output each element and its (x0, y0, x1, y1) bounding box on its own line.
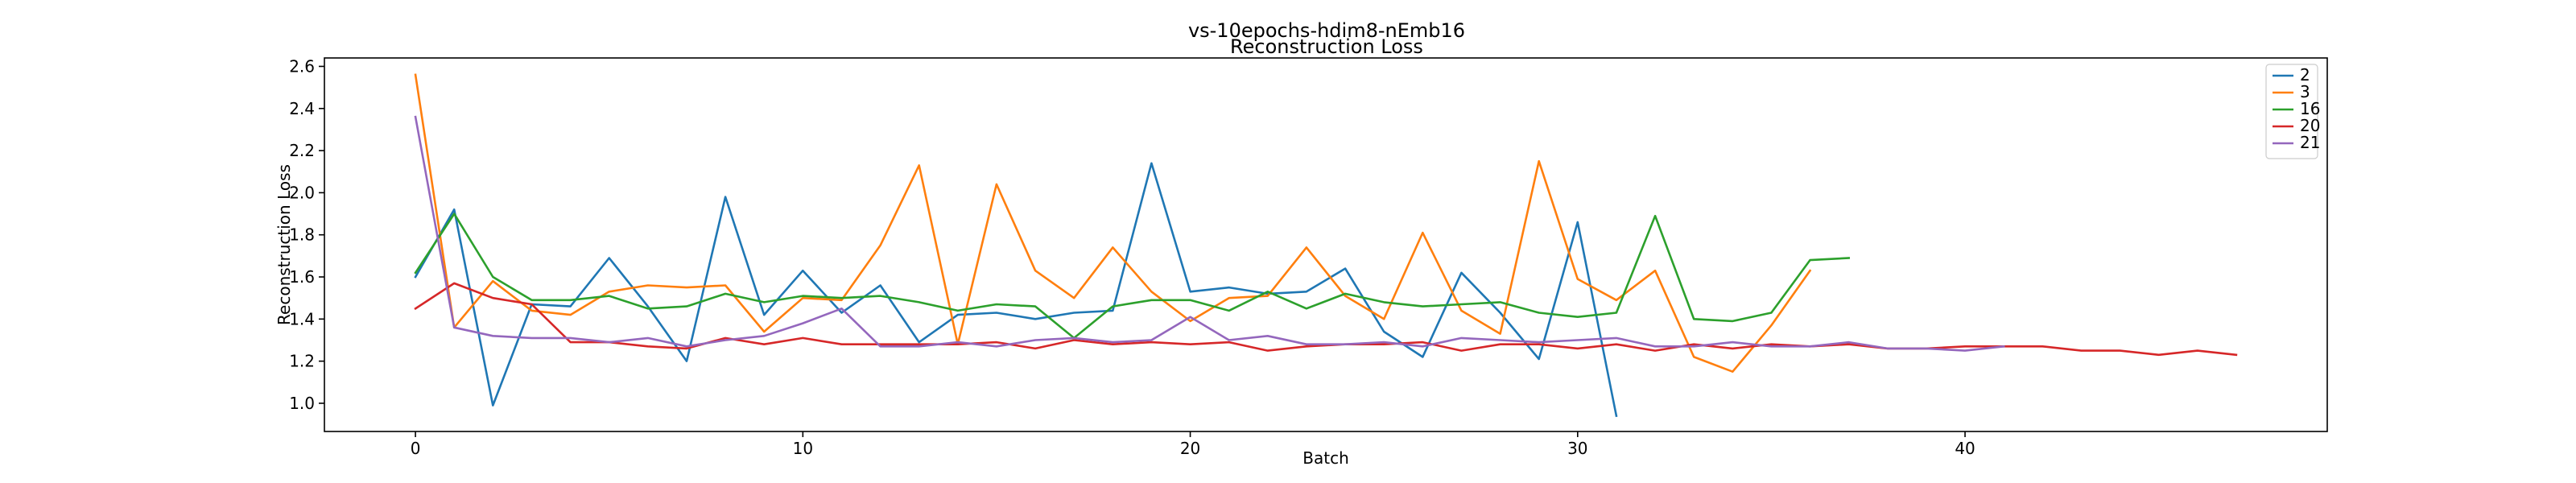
x-tick-label: 20 (1180, 439, 1200, 458)
y-tick-label: 1.6 (289, 267, 315, 287)
x-tick-label: 30 (1567, 439, 1587, 458)
x-axis-ticks: 0 10 20 30 40 (411, 431, 1975, 458)
series-line-16 (414, 213, 1851, 340)
y-tick-label: 2.2 (289, 141, 315, 160)
series-line-3 (414, 73, 1812, 374)
legend-label-21: 21 (2300, 133, 2320, 152)
y-axis-label: Reconstruction Loss (275, 164, 294, 325)
x-tick-label: 40 (1955, 439, 1975, 458)
y-tick-label: 1.0 (289, 394, 315, 413)
y-tick-label: 2.4 (289, 99, 315, 118)
y-tick-label: 2.6 (289, 56, 315, 76)
y-tick-label: 1.2 (289, 352, 315, 371)
y-tick-label: 1.4 (289, 309, 315, 328)
x-tick-label: 0 (411, 439, 421, 458)
legend-label-16: 16 (2300, 99, 2320, 118)
chart-title: vs-10epochs-hdim8-nEmb16 (1188, 19, 1465, 42)
x-tick-label: 10 (793, 439, 813, 458)
legend-box (2265, 64, 2318, 159)
axes-frame (324, 57, 2328, 432)
x-axis-label: Batch (1302, 448, 1349, 468)
series-line-2 (414, 162, 1618, 418)
plot-area (414, 73, 2238, 418)
legend-label-3: 3 (2300, 82, 2310, 101)
legend-label-2: 2 (2300, 65, 2310, 85)
y-axis-ticks: 1.0 1.2 1.4 1.6 1.8 2.0 2.2 2.4 2.6 (289, 56, 324, 413)
y-tick-label: 1.8 (289, 225, 315, 245)
y-tick-label: 2.0 (289, 183, 315, 202)
chart-subtitle: Reconstruction Loss (1230, 35, 1423, 58)
legend-label-20: 20 (2300, 116, 2320, 135)
series-line-21 (414, 115, 2005, 352)
